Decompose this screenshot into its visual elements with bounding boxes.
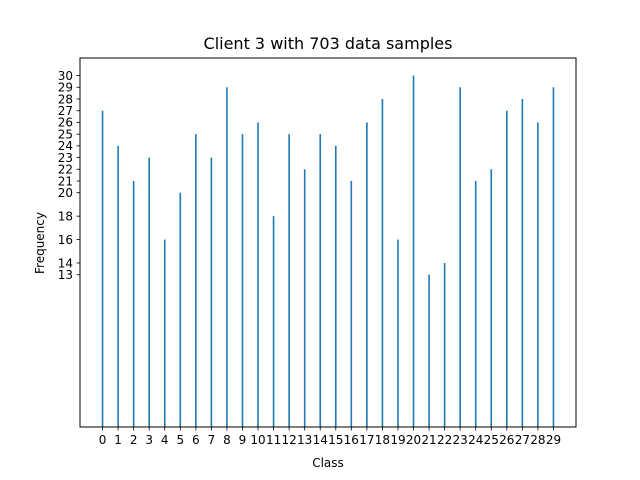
- y-tick-label: 30: [58, 69, 73, 83]
- bar-class-14: [319, 134, 322, 427]
- x-tick-label: 20: [406, 433, 421, 447]
- x-tick-label: 28: [530, 433, 545, 447]
- bar-class-15: [334, 145, 337, 427]
- bar-class-5: [179, 192, 182, 427]
- bar-class-25: [490, 169, 493, 428]
- x-tick-label: 25: [484, 433, 499, 447]
- x-tick-label: 29: [546, 433, 561, 447]
- y-tick-label: 25: [58, 127, 73, 141]
- bar-class-0: [101, 110, 104, 427]
- chart-title: Client 3 with 703 data samples: [204, 34, 453, 53]
- y-axis-label: Frequency: [33, 212, 47, 274]
- bar-class-27: [521, 99, 524, 427]
- bar-class-2: [132, 181, 135, 427]
- bar-class-20: [412, 75, 415, 428]
- y-tick-label: 20: [58, 186, 73, 200]
- x-tick-label: 18: [375, 433, 390, 447]
- bar-class-10: [257, 122, 259, 427]
- bar-class-13: [303, 169, 306, 428]
- x-tick-label: 5: [176, 433, 184, 447]
- y-tick-label: 14: [58, 256, 73, 270]
- x-tick-label: 12: [281, 433, 296, 447]
- bar-class-8: [226, 87, 228, 428]
- x-tick-label: 1: [114, 433, 122, 447]
- y-tick-label: 16: [58, 233, 73, 247]
- x-tick-label: 13: [297, 433, 312, 447]
- y-tick-label: 23: [58, 151, 73, 165]
- x-tick-label: 24: [468, 433, 483, 447]
- y-tick-label: 27: [58, 104, 73, 118]
- y-tick-label: 13: [58, 268, 73, 282]
- bar-class-19: [397, 239, 399, 427]
- y-tick-label: 26: [58, 116, 73, 130]
- bar-class-16: [350, 181, 353, 427]
- y-tick-label: 22: [58, 163, 73, 177]
- x-axis-label: Class: [312, 456, 344, 470]
- plot-area-frame: [79, 57, 577, 428]
- bar-class-17: [366, 122, 368, 427]
- x-tick-label: 8: [223, 433, 231, 447]
- bar-class-21: [428, 274, 430, 427]
- x-tick-label: 23: [453, 433, 468, 447]
- y-tick-label: 29: [58, 81, 73, 95]
- bar-class-23: [459, 87, 461, 428]
- y-tick-label: 24: [58, 139, 73, 153]
- x-tick-label: 14: [313, 433, 328, 447]
- bar-class-18: [381, 99, 384, 427]
- x-tick-label: 6: [192, 433, 200, 447]
- bar-class-24: [474, 181, 477, 427]
- bar-class-29: [552, 87, 555, 428]
- x-tick-label: 9: [239, 433, 247, 447]
- x-tick-label: 3: [145, 433, 153, 447]
- x-axis-ticks: 0 1 2 3 4 5 6 7 8 9 10 11 12 13 14 15 16 17 18 19 20 21 22 23 24…: [99, 427, 561, 447]
- x-tick-label: 7: [208, 433, 216, 447]
- x-tick-label: 4: [161, 433, 169, 447]
- x-tick-label: 22: [437, 433, 452, 447]
- bar-class-28: [537, 122, 539, 427]
- x-tick-label: 10: [250, 433, 265, 447]
- x-tick-label: 17: [359, 433, 374, 447]
- bar-class-11: [272, 216, 275, 427]
- bar-class-7: [210, 157, 213, 428]
- bars: [101, 75, 555, 428]
- y-tick-label: 21: [58, 174, 73, 188]
- x-tick-label: 0: [99, 433, 107, 447]
- bar-class-6: [195, 134, 197, 427]
- x-tick-label: 26: [499, 433, 514, 447]
- bar-class-3: [148, 157, 150, 428]
- x-tick-label: 11: [266, 433, 281, 447]
- x-tick-label: 19: [390, 433, 405, 447]
- bar-class-12: [288, 134, 290, 427]
- bar-class-9: [241, 134, 244, 427]
- x-tick-label: 16: [344, 433, 359, 447]
- x-tick-label: 2: [130, 433, 138, 447]
- y-tick-label: 28: [58, 92, 73, 106]
- x-tick-label: 15: [328, 433, 343, 447]
- y-tick-label: 18: [58, 209, 73, 223]
- bar-class-26: [506, 110, 508, 427]
- bar-class-22: [443, 263, 446, 427]
- bar-class-1: [117, 145, 119, 427]
- bar-class-4: [163, 239, 166, 427]
- x-tick-label: 21: [421, 433, 436, 447]
- x-tick-label: 27: [515, 433, 530, 447]
